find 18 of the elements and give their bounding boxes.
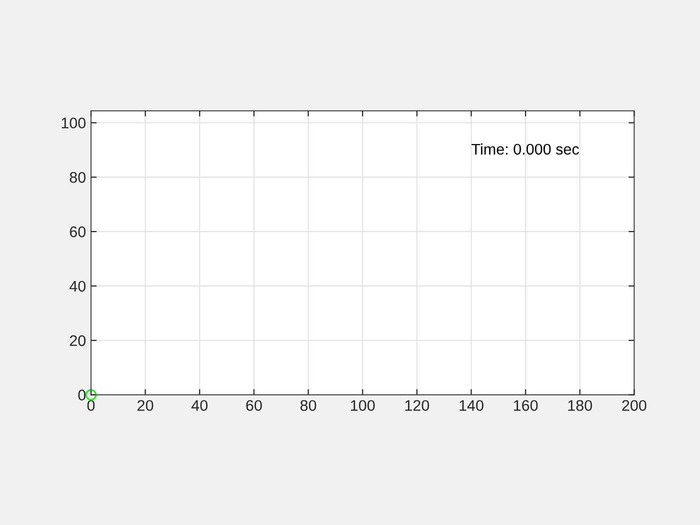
x-tick-label: 100	[351, 400, 375, 411]
y-tick-label: 0	[78, 390, 86, 400]
x-tick-label: 60	[246, 400, 262, 411]
y-tick-label: 60	[70, 226, 86, 238]
x-tick-label: 40	[191, 400, 208, 411]
x-tick-label: 160	[514, 400, 538, 411]
annotation: Time: 0.000 sec	[472, 143, 579, 155]
y-tick-label: 80	[70, 172, 86, 183]
x-tick-label: 120	[405, 400, 430, 411]
y-tick-label: 20	[70, 335, 86, 346]
y-tick-label: 100	[62, 118, 86, 128]
y-tick-label: 40	[70, 280, 86, 292]
x-tick-label: 20	[138, 400, 154, 411]
x-tick-label: 80	[300, 400, 316, 411]
x-tick-label: 140	[460, 400, 484, 411]
x-tick-label: 0	[87, 400, 95, 411]
x-tick-label: 200	[622, 400, 646, 411]
x-tick-label: 180	[568, 400, 592, 411]
